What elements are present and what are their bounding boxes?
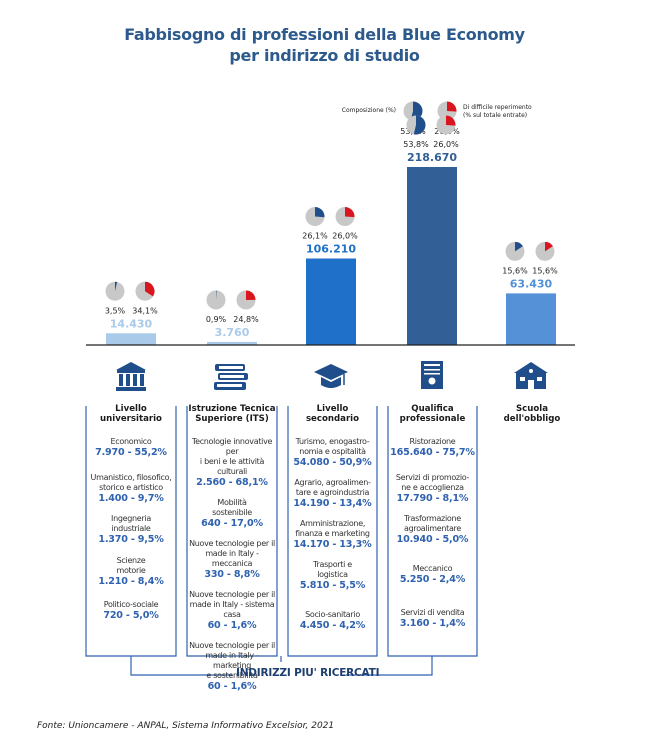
list-item: Servizi di promozio- ne e accoglienza 17… [395, 473, 470, 504]
composition-pct-label: 53,8% [403, 140, 429, 149]
pie-slice [447, 101, 457, 112]
bar-value-label: 218.670 [407, 151, 457, 164]
composition-pie [406, 115, 426, 135]
list-item: Amministrazione, finanza e marketing 14.… [293, 519, 372, 550]
item-list: Tecnologie innovative per i beni e le at… [187, 437, 277, 693]
list-item: Nuove tecnologie per il made in Italy - … [189, 590, 275, 631]
chart-title: Fabbisogno di professioni della Blue Eco… [0, 24, 649, 66]
legend-difficulty-slice [437, 101, 457, 121]
list-item: Socio-sanitario 4.450 - 4,2% [299, 610, 366, 631]
list-item: Umanistico, filosofico, storico e artist… [90, 473, 172, 504]
pie-slice [446, 115, 456, 126]
footer-label: INDIRIZZI PIU' RICERCATI [236, 667, 380, 679]
legend-difficulty-label-2: (% sul totale entrate) [463, 112, 527, 119]
pie-slice [246, 290, 256, 300]
composition-pie [206, 290, 226, 310]
difficulty-pct-label: 15,6% [532, 266, 558, 275]
column-heading: Scuola dell'obbligo [503, 404, 561, 424]
bar [207, 341, 257, 345]
list-item: Ingegneria industriale 1.370 - 9,5% [98, 514, 164, 545]
bar-value-label: 106.210 [306, 243, 356, 256]
difficulty-pie [135, 281, 155, 301]
item-list: Ristorazione 165.640 - 75,7% Servizi di … [388, 437, 477, 630]
item-list: Economico 7.970 - 55,2% Umanistico, filo… [86, 437, 176, 622]
list-item: Scienze motorie 1.210 - 8,4% [98, 556, 164, 587]
list-item: Meccanico 5.250 - 2,4% [399, 564, 466, 585]
column-professional: Qualifica professionale Ristorazione 165… [388, 404, 477, 630]
column-school: Scuola dell'obbligo [488, 404, 576, 426]
list-item: Economico 7.970 - 55,2% [95, 437, 167, 458]
difficulty-pct-label: 26,0% [332, 232, 358, 241]
bracket-secondary [287, 406, 378, 657]
bar [106, 333, 156, 345]
legend-difficulty-pie [437, 101, 457, 121]
pie-slice [145, 281, 155, 297]
list-item: Nuove tecnologie per il made in Italy - … [189, 641, 275, 692]
bar-value-label: 14.430 [110, 317, 153, 330]
footer-bracket [130, 656, 433, 676]
chart-legend: Composizione (%) 53,8% Di difficile repe… [342, 101, 532, 136]
pies-group: 3,5% 34,1% 0,9% 24,8% 26,1% 26,0% 53,8% 26,0% 15… [105, 115, 558, 324]
difficulty-pct-label: 26,0% [433, 140, 459, 149]
bar [306, 258, 356, 345]
list-item: Politico-sociale 720 - 5,0% [103, 600, 159, 621]
list-item: Ristorazione 165.640 - 75,7% [390, 437, 475, 458]
list-item: Tecnologie innovative per i beni e le at… [191, 437, 273, 488]
composition-pie [505, 241, 525, 261]
difficulty-pie [436, 115, 456, 135]
bar-value-label: 63.430 [510, 277, 553, 290]
bar-value-label: 3.760 [215, 326, 250, 339]
composition-pct-label: 3,5% [105, 306, 126, 315]
difficulty-pie [335, 207, 355, 227]
composition-pct-label: 26,1% [302, 232, 328, 241]
bar [407, 167, 457, 345]
composition-pie [305, 207, 325, 227]
list-item: Servizi di vendita 3.160 - 1,4% [399, 608, 466, 629]
legend-composition-label: Composizione (%) [342, 107, 396, 114]
list-item: Turismo, enogastro- nomia e ospitalità 5… [293, 437, 372, 468]
item-list: Turismo, enogastro- nomia e ospitalità 5… [288, 437, 377, 632]
list-item: Mobilità sostenibile 640 - 17,0% [201, 498, 263, 529]
difficulty-pie [236, 290, 256, 310]
list-item: Agrario, agroalimen- tare e agroindustri… [293, 478, 372, 509]
pie-slice [545, 241, 553, 252]
pie-slice [413, 115, 426, 135]
difficulty-pct-label: 34,1% [132, 306, 158, 315]
pie-slice [216, 290, 217, 300]
certificate-icon [421, 361, 443, 389]
column-secondary: Livello secondario Turismo, enogastro- n… [288, 404, 377, 632]
graduation-cap-icon [314, 364, 348, 388]
column-heading: Istruzione Tecnica Superiore (ITS) [188, 404, 276, 424]
difficulty-pct-label: 24,8% [233, 315, 259, 324]
pie-slice [410, 101, 423, 121]
bars-group: 14.430 3.760 106.210 218.670 63.430 [106, 151, 556, 345]
legend-difficulty-label-1: Di difficile reperimento [463, 104, 532, 111]
composition-pie [105, 281, 125, 301]
pie-slice [315, 207, 325, 218]
column-heading: Qualifica professionale [399, 404, 466, 424]
bar [506, 293, 556, 345]
list-item: Trasporti e logistica 5.810 - 5,5% [299, 560, 366, 591]
pie-slice [115, 281, 118, 292]
composition-pct-label: 0,9% [206, 315, 227, 324]
university-icon [116, 362, 146, 391]
list-item: Trasformazione agroalimentare 10.940 - 5… [396, 514, 469, 545]
composition-pct-label: 15,6% [502, 266, 528, 275]
column-its: Istruzione Tecnica Superiore (ITS) Tecno… [187, 404, 277, 693]
column-university: Livello universitario Economico 7.970 - … [86, 404, 176, 622]
column-brackets [85, 406, 478, 676]
bracket-its [186, 406, 278, 657]
title-line-1: Fabbisogno di professioni della Blue Eco… [124, 25, 525, 44]
source-note: Fonte: Unioncamere - ANPAL, Sistema Info… [37, 721, 335, 731]
pie-slice [345, 207, 355, 218]
title-line-2: per indirizzo di studio [229, 46, 420, 65]
pie-slice [515, 241, 523, 252]
books-icon [214, 364, 248, 390]
column-heading: Livello universitario [100, 404, 162, 424]
column-heading: Livello secondario [305, 404, 360, 424]
school-building-icon [514, 362, 548, 389]
list-item: Nuove tecnologie per il made in Italy - … [189, 539, 275, 580]
difficulty-pie [535, 241, 555, 261]
